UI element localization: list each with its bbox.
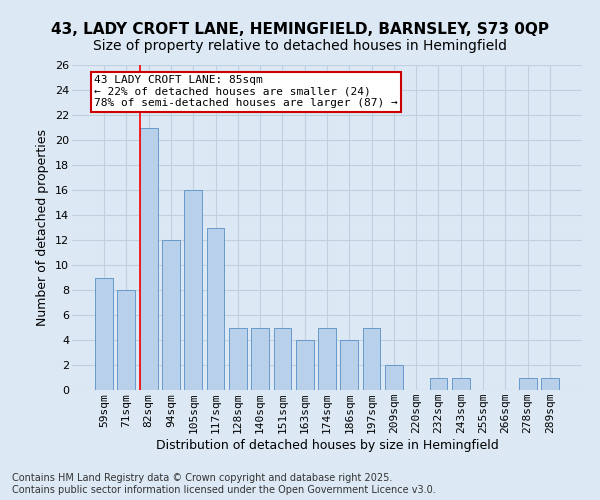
Text: Contains HM Land Registry data © Crown copyright and database right 2025.
Contai: Contains HM Land Registry data © Crown c… xyxy=(12,474,436,495)
Bar xyxy=(385,365,403,390)
Bar xyxy=(362,328,380,390)
Bar xyxy=(340,340,358,390)
Bar xyxy=(296,340,314,390)
Bar xyxy=(318,328,336,390)
X-axis label: Distribution of detached houses by size in Hemingfield: Distribution of detached houses by size … xyxy=(155,439,499,452)
Bar xyxy=(274,328,292,390)
Bar xyxy=(229,328,247,390)
Bar xyxy=(541,378,559,390)
Text: 43, LADY CROFT LANE, HEMINGFIELD, BARNSLEY, S73 0QP: 43, LADY CROFT LANE, HEMINGFIELD, BARNSL… xyxy=(51,22,549,38)
Bar xyxy=(430,378,448,390)
Bar xyxy=(118,290,136,390)
Bar xyxy=(95,278,113,390)
Y-axis label: Number of detached properties: Number of detached properties xyxy=(37,129,49,326)
Bar xyxy=(140,128,158,390)
Bar xyxy=(251,328,269,390)
Bar xyxy=(206,228,224,390)
Bar xyxy=(184,190,202,390)
Bar xyxy=(452,378,470,390)
Text: 43 LADY CROFT LANE: 85sqm
← 22% of detached houses are smaller (24)
78% of semi-: 43 LADY CROFT LANE: 85sqm ← 22% of detac… xyxy=(94,75,398,108)
Bar xyxy=(162,240,180,390)
Text: Size of property relative to detached houses in Hemingfield: Size of property relative to detached ho… xyxy=(93,39,507,53)
Bar xyxy=(518,378,536,390)
